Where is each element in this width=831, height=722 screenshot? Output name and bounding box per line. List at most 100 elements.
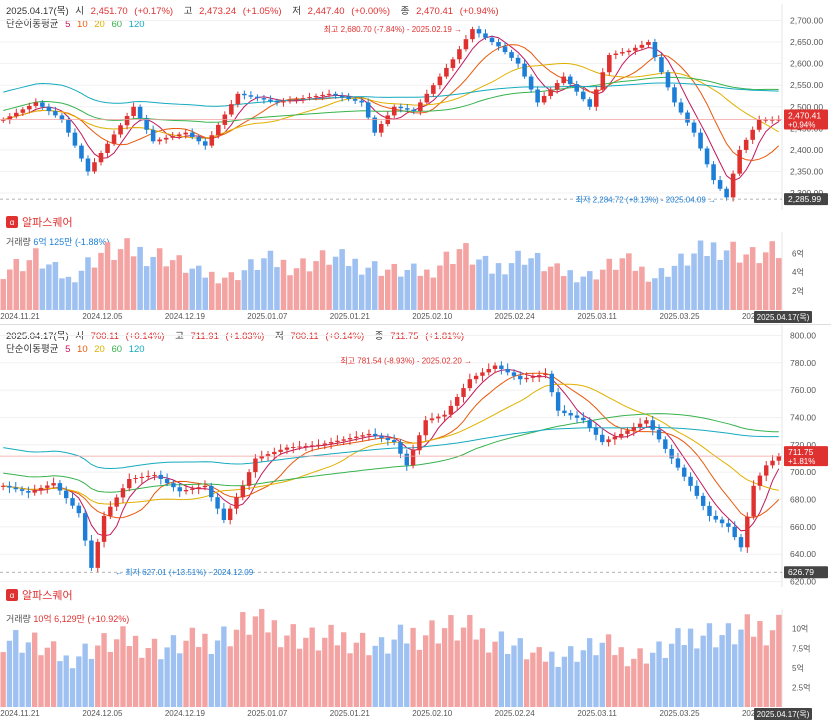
- chart1-price-panel[interactable]: 2,300.002,350.002,400.002,450.002,500.00…: [0, 0, 831, 210]
- low-price-badge: [784, 566, 828, 579]
- candle-body: [631, 427, 637, 431]
- volume-bar: [126, 646, 132, 707]
- low-price-badge: [784, 193, 828, 206]
- volume-bar: [713, 647, 719, 707]
- max-annotation: 최고 2,680.70 (-7.84%) - 2025.02.19 →: [324, 24, 462, 34]
- close-label: 종: [374, 331, 384, 342]
- volume-bar: [671, 265, 678, 310]
- chart1-volume-panel[interactable]: 2억 4억 6억 2024.11.21 2024.12.05 2024.12.19 2025…: [0, 232, 831, 324]
- candle-body: [524, 377, 529, 380]
- chart1-ma-legend[interactable]: 단순이동평균 5 10 20 60 120: [6, 16, 149, 30]
- candle-body: [769, 119, 775, 121]
- chart2-ma-legend[interactable]: 단순이동평균 5 10 20 60 120: [6, 341, 149, 355]
- candle-body: [51, 483, 56, 486]
- volume-bar: [697, 240, 704, 310]
- candle-body: [417, 435, 422, 451]
- ma10-legend: 10: [77, 19, 88, 30]
- volume-bar: [189, 268, 196, 310]
- x-tick-label: 2025.01.07: [247, 312, 288, 321]
- high-change: (+1.05%): [242, 6, 282, 17]
- candle-body: [346, 97, 351, 99]
- chart1-volume-header: 거래량 6억 125만 (-1.88%): [6, 235, 109, 248]
- candle-body: [33, 102, 39, 106]
- volume-bar: [132, 635, 139, 707]
- candle-body: [574, 415, 580, 418]
- candle-body: [202, 141, 208, 146]
- close-value: 2,470.41: [416, 6, 454, 17]
- volume-bar: [723, 250, 730, 310]
- high-change: (+1.83%): [225, 331, 265, 342]
- candle-body: [652, 42, 658, 58]
- volume-bar: [359, 632, 366, 707]
- candle-body: [70, 498, 75, 506]
- volume-bar: [631, 658, 637, 707]
- volume-bar: [658, 268, 665, 310]
- volume-bar: [195, 265, 202, 310]
- volume-bar: [384, 269, 391, 310]
- candle-body: [145, 475, 151, 477]
- y-tick-label: 740.00: [790, 412, 816, 422]
- candle-body: [567, 76, 573, 85]
- volume-bar: [732, 644, 738, 707]
- candle-body: [124, 116, 130, 126]
- volume-bar: [502, 274, 508, 310]
- candle-body: [486, 368, 491, 373]
- volume-bar: [85, 257, 91, 310]
- chart2-volume-panel[interactable]: 2.5억 5억 7.5억 10억 2024.11.21 2024.12.05 2024.12…: [0, 609, 831, 722]
- volume-bar: [82, 643, 88, 707]
- candle-body: [473, 375, 479, 380]
- alphasquare-logo-icon: α: [6, 216, 18, 228]
- low-label: 저: [274, 331, 284, 342]
- candle-body: [543, 373, 548, 376]
- candle-body: [72, 132, 78, 146]
- volume-bar: [366, 655, 372, 707]
- volume-bar: [599, 642, 605, 707]
- low-change: (+0.00%): [351, 6, 391, 17]
- candle-body: [64, 490, 69, 499]
- watermark-text: 알파스퀘어: [22, 590, 73, 602]
- volume-bar: [254, 270, 261, 310]
- candle-body: [613, 53, 619, 55]
- candle-body: [261, 98, 267, 100]
- x-tick-label: 2024.12.05: [82, 312, 123, 321]
- volume-bar: [13, 259, 20, 310]
- candle-body: [7, 116, 13, 120]
- volume-tick-label: 7.5억: [792, 643, 810, 653]
- ma-legend-title: 단순이동평균: [6, 19, 59, 30]
- candle-body: [320, 94, 325, 96]
- candle-body: [27, 105, 32, 110]
- volume-bar: [410, 627, 416, 707]
- candle-body: [157, 139, 162, 142]
- candle-body: [600, 434, 605, 443]
- candle-body: [259, 456, 264, 459]
- volume-bar: [76, 656, 82, 707]
- low-label: 저: [292, 6, 301, 17]
- ma60-line: [3, 413, 779, 493]
- volume-bar: [240, 612, 246, 707]
- volume-bar: [365, 267, 371, 310]
- volume-bar: [460, 627, 467, 707]
- candle-body: [229, 104, 234, 115]
- volume-bar: [182, 272, 189, 310]
- candle-body: [365, 102, 371, 118]
- candle-body: [580, 91, 586, 100]
- x-tick-label: 2025.03.11: [577, 709, 617, 718]
- volume-bar: [215, 283, 222, 310]
- open-label: 시: [75, 6, 85, 17]
- min-annotation: 최저 2,284.72 (+8.13%) - 2025.04.09 →: [576, 195, 716, 205]
- volume-bar: [560, 276, 567, 310]
- volume-bar: [328, 624, 334, 707]
- candle-body: [45, 485, 50, 488]
- volume-tick-label: 5억: [792, 663, 804, 673]
- volume-bar: [139, 657, 145, 707]
- y-tick-label: 680.00: [790, 495, 816, 505]
- current-price-badge: [784, 446, 828, 467]
- candle-body: [352, 98, 358, 101]
- volume-bar: [521, 264, 528, 310]
- candle-body: [171, 483, 176, 488]
- chart2-date: 2025.04.17(목): [6, 331, 69, 342]
- chart2-price-panel[interactable]: 620.00 640.00 660.00 680.00 700.00 720.00 740.…: [0, 325, 831, 587]
- volume-bar: [319, 250, 326, 310]
- ma120-legend: 120: [128, 19, 145, 30]
- volume-tick-label: 4억: [792, 267, 804, 277]
